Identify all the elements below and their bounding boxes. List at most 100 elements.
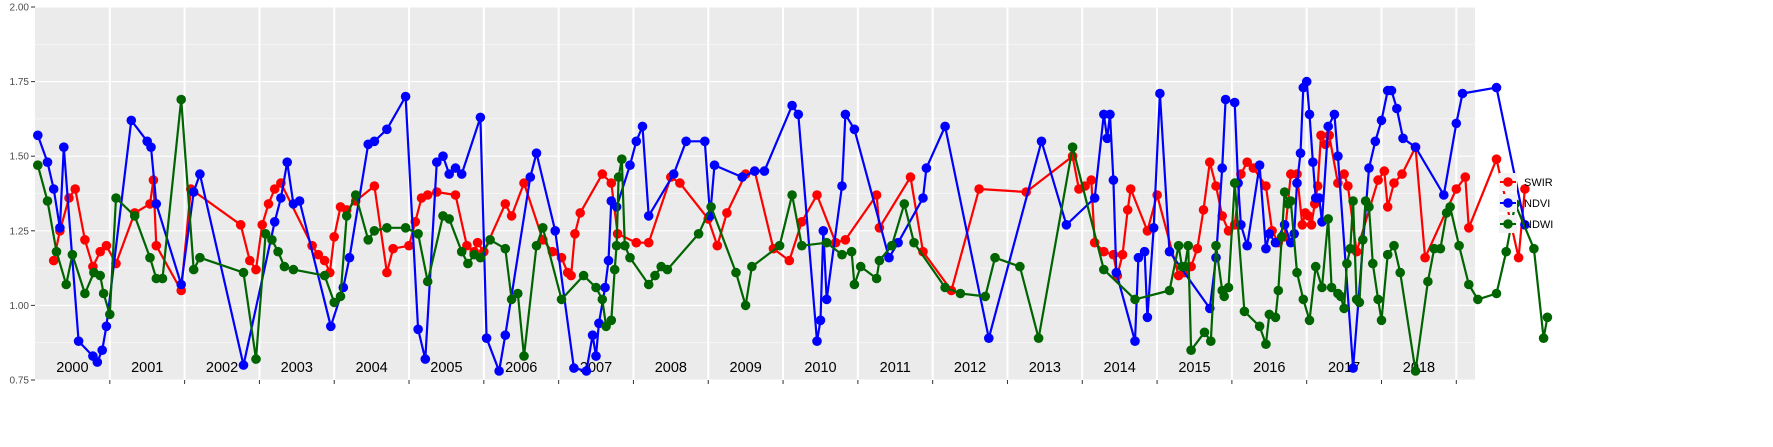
data-point-ndvi	[1108, 175, 1119, 185]
legend-item-swir: SWIR	[1499, 173, 1553, 191]
data-point-ndwi	[279, 261, 290, 272]
data-point-ndvi	[101, 321, 112, 332]
y-tick-label: 1.50	[10, 152, 30, 163]
data-point-ndvi	[637, 121, 648, 132]
data-point-ndwi	[288, 264, 299, 275]
data-point-ndvi	[884, 252, 894, 263]
data-point-swir	[1343, 181, 1353, 191]
data-point-ndwi	[1273, 285, 1284, 296]
data-point-ndvi	[97, 345, 107, 356]
data-point-ndwi	[1368, 258, 1378, 269]
data-point-ndwi	[145, 252, 155, 263]
data-point-ndwi	[273, 246, 283, 257]
data-point-ndvi	[1142, 312, 1153, 323]
data-point-ndvi	[815, 315, 826, 326]
data-point-swir	[1379, 166, 1390, 176]
data-point-ndwi	[176, 94, 186, 105]
data-point-ndvi	[176, 279, 186, 290]
data-point-ndvi	[1089, 193, 1100, 203]
data-point-swir	[1420, 252, 1430, 263]
data-point-ndwi	[1173, 240, 1184, 251]
data-point-ndwi	[251, 354, 261, 364]
data-point-ndwi	[1219, 291, 1229, 302]
data-point-ndwi	[267, 235, 277, 245]
data-point-ndwi	[625, 252, 635, 263]
data-point-ndvi	[1242, 240, 1252, 251]
data-point-ndwi	[731, 267, 741, 278]
data-point-ndvi	[668, 169, 679, 179]
data-point-ndwi	[51, 246, 62, 257]
data-point-swir	[48, 255, 59, 266]
data-point-ndvi	[1364, 163, 1374, 173]
data-point-ndvi	[432, 157, 442, 167]
y-axis: 0.75 1.00 1.25 1.50 1.75 2.00	[10, 3, 35, 387]
data-point-ndwi	[1099, 264, 1109, 275]
data-point-swir	[1211, 181, 1221, 191]
data-point-ndwi	[1410, 366, 1421, 376]
data-point-ndwi	[556, 294, 567, 305]
data-point-ndwi	[1270, 312, 1281, 323]
data-point-ndvi	[550, 226, 560, 236]
year-label-2010: 2010	[804, 360, 836, 376]
year-label-2000: 2000	[56, 360, 88, 376]
data-point-ndvi	[92, 357, 103, 367]
data-point-ndwi	[1186, 345, 1196, 356]
data-point-ndwi	[42, 196, 53, 206]
data-point-ndwi	[475, 252, 486, 263]
data-point-swir	[1152, 190, 1162, 200]
data-point-ndwi	[1358, 235, 1368, 245]
year-label-2003: 2003	[281, 360, 313, 376]
data-point-swir	[382, 267, 392, 278]
data-point-ndwi	[1491, 288, 1502, 299]
data-point-swir	[1306, 220, 1317, 230]
data-point-ndvi	[700, 136, 710, 147]
data-point-ndvi	[1348, 363, 1358, 373]
data-point-ndvi	[1264, 229, 1275, 239]
data-point-swir	[404, 240, 414, 251]
data-point-ndwi	[1304, 315, 1315, 326]
data-point-ndwi	[98, 288, 109, 299]
data-point-swir	[432, 187, 442, 197]
data-point-ndvi	[1254, 160, 1265, 170]
data-point-ndvi	[326, 321, 336, 332]
data-point-ndvi	[369, 136, 380, 147]
data-point-ndwi	[1464, 279, 1474, 290]
year-label-2009: 2009	[730, 360, 762, 376]
series-ndvi	[33, 76, 1530, 376]
data-point-swir	[797, 217, 807, 227]
data-point-ndwi	[774, 240, 785, 251]
data-point-swir	[675, 178, 685, 188]
data-point-ndvi	[600, 282, 610, 293]
year-label-2008: 2008	[655, 360, 687, 376]
data-point-swir	[712, 240, 723, 251]
year-label-2006: 2006	[505, 360, 537, 376]
data-point-ndwi	[105, 309, 115, 320]
data-point-ndvi	[1439, 190, 1449, 200]
data-point-swir	[575, 208, 585, 218]
data-point-ndvi	[1295, 148, 1306, 158]
data-point-ndwi	[1164, 285, 1175, 296]
data-point-ndwi	[1348, 196, 1358, 206]
data-point-ndwi	[1239, 306, 1250, 317]
data-point-ndwi	[1277, 232, 1287, 242]
data-point-swir	[974, 184, 984, 194]
data-point-ndvi	[1270, 237, 1281, 248]
data-point-ndvi	[48, 184, 59, 194]
data-point-ndwi	[1211, 240, 1221, 251]
data-point-ndwi	[1033, 333, 1044, 344]
legend-label: SWIR	[1524, 177, 1553, 189]
data-point-ndwi	[80, 288, 90, 299]
data-point-ndwi	[693, 229, 704, 239]
data-point-ndwi	[1435, 243, 1446, 254]
data-point-ndvi	[643, 211, 654, 221]
data-point-ndwi	[444, 214, 455, 224]
data-point-swir	[80, 235, 90, 245]
data-point-ndvi	[400, 91, 411, 102]
data-point-ndwi	[940, 282, 950, 293]
data-point-ndwi	[95, 270, 105, 281]
data-point-ndvi	[475, 112, 486, 123]
data-point-swir	[606, 178, 617, 188]
data-point-swir	[235, 220, 246, 230]
data-point-ndwi	[157, 273, 168, 284]
data-point-ndvi	[1308, 157, 1318, 167]
